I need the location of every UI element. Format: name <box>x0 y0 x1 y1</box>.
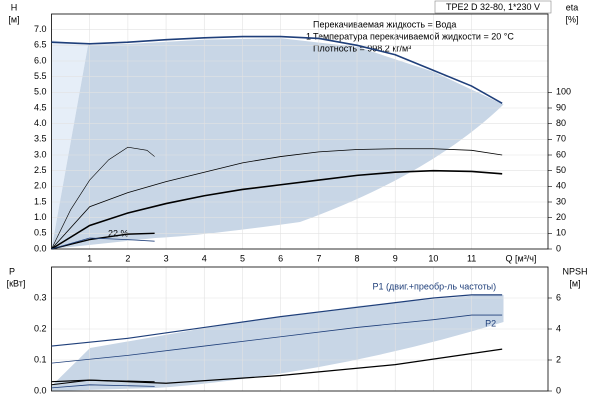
series-label: P2 <box>485 318 496 328</box>
y2-tick-label: 50 <box>556 165 566 175</box>
series-line <box>51 314 503 364</box>
x-tick-label: 7 <box>316 253 321 263</box>
y2-tick-label: 0 <box>556 243 561 253</box>
x-tick-label: 9 <box>393 253 398 263</box>
y2-tick-label: 70 <box>556 134 566 144</box>
x-tick-label: 2 <box>125 253 130 263</box>
y2-unit: [м] <box>569 278 580 288</box>
note: Перекачиваемая жидкость = Вода <box>313 19 456 29</box>
y-tick-label: 3.0 <box>34 149 47 159</box>
series-line <box>51 294 503 347</box>
x-tick-label: 4 <box>202 253 207 263</box>
y-tick-label: 2.5 <box>34 165 47 175</box>
plot-frame <box>51 266 549 392</box>
series-line <box>51 384 155 389</box>
y-label: P <box>9 266 15 276</box>
y2-tick-label: 100 <box>556 87 571 97</box>
y-tick-label: 4.5 <box>34 102 47 112</box>
y-tick-label: 0.0 <box>34 385 47 395</box>
chart-title: TPE2 D 32-80, 1*230 V <box>446 2 540 12</box>
series-line <box>51 169 503 250</box>
range-shade <box>51 295 504 391</box>
range-shade <box>51 38 504 249</box>
series-line <box>51 232 155 250</box>
y2-tick-label: 40 <box>556 181 566 191</box>
y-tick-label: 1.0 <box>34 212 47 222</box>
series-line <box>51 146 155 250</box>
x-tick-label: 8 <box>355 253 360 263</box>
series-line <box>51 237 155 250</box>
plot-frame <box>51 13 549 250</box>
y-tick-label: 2.0 <box>34 181 47 191</box>
y-tick-label: 0.3 <box>34 292 47 302</box>
x-label: Q [м³/ч] <box>506 253 537 263</box>
series-line <box>51 148 503 250</box>
y2-unit: [%] <box>565 14 578 24</box>
note: Температура перекачиваемой жидкости = 20… <box>313 31 514 41</box>
y2-tick-label: 90 <box>556 102 566 112</box>
y-tick-label: 5.5 <box>34 71 47 81</box>
y-tick-label: 0.5 <box>34 228 47 238</box>
y-tick-label: 5.0 <box>34 87 47 97</box>
y-tick-label: 0.1 <box>34 354 47 364</box>
y-label: H <box>11 2 18 12</box>
title-box <box>434 0 552 14</box>
y-tick-label: 6.0 <box>34 55 47 65</box>
y2-tick-label: 10 <box>556 228 566 238</box>
x-tick-label: 5 <box>240 253 245 263</box>
series-label: P1 (двиг.+преобр-ль частоты) <box>373 281 497 291</box>
y-tick-label: 0.0 <box>34 243 47 253</box>
series-line <box>51 35 503 104</box>
y-unit: [кВт] <box>7 278 26 288</box>
x-tick-label: 11 <box>467 253 476 263</box>
y-tick-label: 1.5 <box>34 196 47 206</box>
y2-tick-label: 20 <box>556 212 566 222</box>
y-tick-label: 3.5 <box>34 134 47 144</box>
y2-tick-label: 60 <box>556 149 566 159</box>
y-tick-label: 6.5 <box>34 40 47 50</box>
y2-tick-label: 6 <box>556 292 561 302</box>
x-tick-label: 3 <box>164 253 169 263</box>
y2-label: eta <box>566 2 579 12</box>
y2-tick-label: 4 <box>556 323 561 333</box>
y-unit: [м] <box>8 14 19 24</box>
y-tick-label: 7.0 <box>34 24 47 34</box>
y-tick-label: 4.0 <box>34 118 47 128</box>
y2-tick-label: 0 <box>556 385 561 395</box>
y2-tick-label: 80 <box>556 118 566 128</box>
series-line <box>51 348 503 384</box>
y2-tick-label: 2 <box>556 354 561 364</box>
x-tick-label: 6 <box>278 253 283 263</box>
x-tick-label: 10 <box>428 253 438 263</box>
y-tick-label: 0.2 <box>34 323 47 333</box>
y2-label: NPSH <box>562 266 587 276</box>
note: Плотность = 998.2 кг/м³ <box>313 43 411 53</box>
series-line <box>51 379 155 386</box>
x-tick-label: 1 <box>87 253 92 263</box>
note: 1 <box>306 31 311 41</box>
y2-tick-label: 30 <box>556 196 566 206</box>
